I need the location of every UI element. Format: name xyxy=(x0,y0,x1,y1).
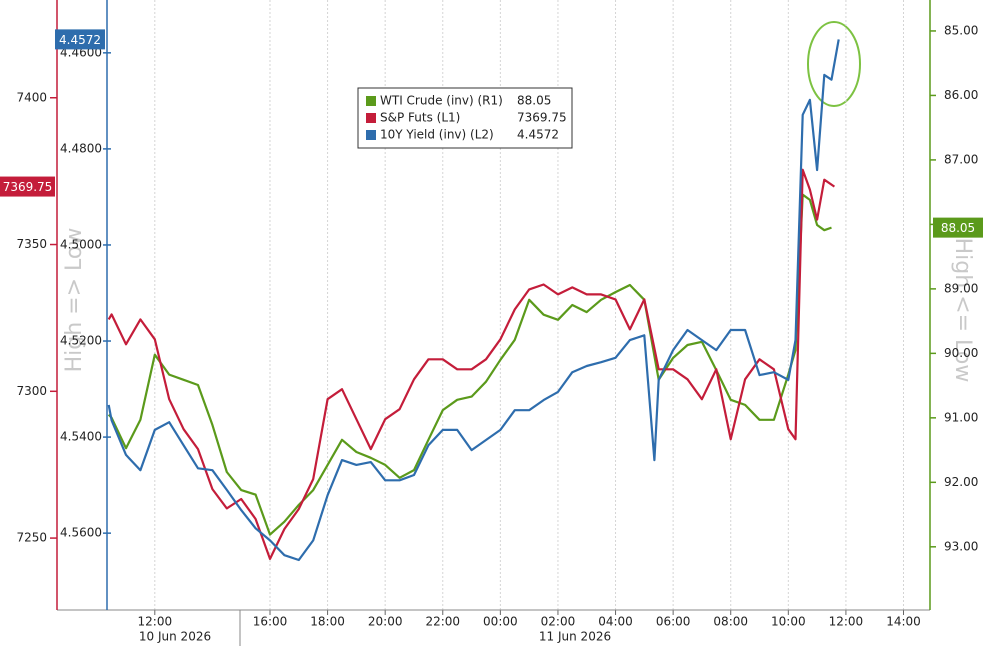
value-tag xyxy=(0,176,55,197)
right-axis-title: High <= Low xyxy=(950,238,975,383)
y2-tick-label: 4.5000 xyxy=(60,237,102,251)
y3-tick-label: 93.00 xyxy=(944,539,978,553)
y2-tick-label: 4.5400 xyxy=(60,430,102,444)
x-tick-label: 14:00 xyxy=(886,615,921,629)
y3-tick-label: 89.00 xyxy=(944,281,978,295)
x-tick-label: 02:00 xyxy=(541,615,576,629)
y3-tick-label: 90.00 xyxy=(944,346,978,360)
x-tick-label: 16:00 xyxy=(253,615,288,629)
y-tick-label: 7250 xyxy=(16,531,47,545)
legend-label: 10Y Yield (inv) (L2) xyxy=(380,128,494,142)
legend-value: 7369.75 xyxy=(517,111,567,125)
x-tick-label: 10:00 xyxy=(771,615,806,629)
legend-swatch xyxy=(366,113,376,123)
y2-tick-label: 4.5600 xyxy=(60,526,102,540)
legend: WTI Crude (inv) (R1) 88.05 S&P Futs (L1) 73… xyxy=(357,87,573,149)
date-label: 10 Jun 2026 xyxy=(139,630,211,644)
left-axis-title: High => Low xyxy=(62,228,87,373)
x-tick-label: 06:00 xyxy=(656,615,691,629)
x-tick-label: 04:00 xyxy=(598,615,633,629)
y-tick-label: 7300 xyxy=(16,384,47,398)
value-tag-label: 7369.75 xyxy=(3,180,53,194)
x-tick-label: 12:00 xyxy=(138,615,173,629)
value-tag xyxy=(933,217,983,238)
y2-tick-label: 4.4800 xyxy=(60,141,102,155)
x-tick-label: 22:00 xyxy=(425,615,460,629)
x-tick-label: 18:00 xyxy=(310,615,345,629)
value-tag-label: 88.05 xyxy=(941,221,975,235)
y3-tick-label: 92.00 xyxy=(944,475,978,489)
y3-tick-label: 86.00 xyxy=(944,88,978,102)
legend-value: 4.4572 xyxy=(517,128,559,142)
legend-label: WTI Crude (inv) (R1) xyxy=(380,94,503,108)
x-tick-label: 12:00 xyxy=(829,615,864,629)
value-tag-label: 4.4572 xyxy=(59,33,101,47)
date-label: 11 Jun 2026 xyxy=(539,630,611,644)
y3-tick-label: 91.00 xyxy=(944,410,978,424)
legend-value: 88.05 xyxy=(517,94,551,108)
y2-tick-label: 4.5200 xyxy=(60,334,102,348)
legend-swatch xyxy=(366,130,376,140)
x-tick-label: 00:00 xyxy=(483,615,518,629)
y-tick-label: 7400 xyxy=(16,90,47,104)
series-line xyxy=(107,39,840,562)
value-tag xyxy=(55,29,105,50)
x-tick-label: 08:00 xyxy=(713,615,748,629)
legend-box xyxy=(357,87,573,149)
y3-tick-label: 87.00 xyxy=(944,152,978,166)
series-line xyxy=(107,168,836,560)
series-line xyxy=(107,193,832,536)
legend-label: S&P Futs (L1) xyxy=(380,111,460,125)
legend-swatch xyxy=(366,96,376,106)
x-tick-label: 20:00 xyxy=(368,615,403,629)
highlight-circle xyxy=(807,21,861,107)
y3-tick-label: 85.00 xyxy=(944,23,978,37)
y-tick-label: 7350 xyxy=(16,237,47,251)
